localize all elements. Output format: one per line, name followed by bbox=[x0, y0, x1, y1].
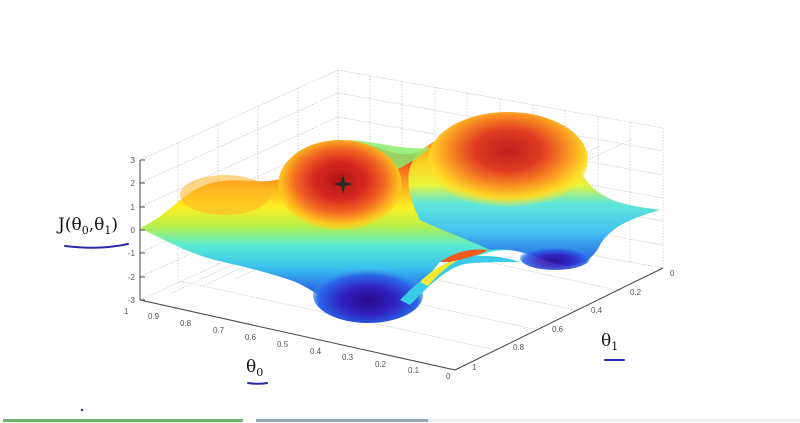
z-tick: 2 bbox=[131, 179, 136, 188]
pen-dot bbox=[80, 408, 84, 412]
theta0-tick: 0.8 bbox=[180, 319, 192, 328]
theta0-tick-labels: 1 0.9 0.8 0.7 0.6 0.5 0.4 0.3 0.2 0.1 0 bbox=[124, 307, 451, 381]
video-progress-remaining[interactable] bbox=[428, 419, 800, 422]
theta1-tick: 0.8 bbox=[513, 343, 525, 352]
z-tick: 1 bbox=[131, 203, 136, 212]
theta0-tick: 1 bbox=[124, 307, 129, 316]
z-tick-labels: 3 2 1 0 -1 -2 -3 bbox=[128, 156, 136, 305]
theta0-tick: 0.3 bbox=[342, 353, 354, 362]
theta1-tick: 0.2 bbox=[630, 288, 642, 297]
star-marker bbox=[333, 174, 353, 194]
theta0-tick: 0.9 bbox=[148, 312, 160, 321]
theta0-tick: 0.2 bbox=[375, 360, 387, 369]
theta1-tick: 0.6 bbox=[552, 325, 564, 334]
theta0-tick: 0.5 bbox=[277, 340, 289, 349]
cost-surface bbox=[140, 112, 660, 323]
video-progress-played[interactable] bbox=[3, 419, 243, 422]
theta0-tick: 0.1 bbox=[408, 366, 420, 375]
theta0-tick: 0.6 bbox=[245, 333, 257, 342]
theta0-tick: 0.4 bbox=[310, 347, 322, 356]
z-tick: -2 bbox=[128, 273, 136, 282]
z-axis-label: J(θ0,θ1) bbox=[56, 215, 118, 237]
theta0-axis-label: θ0 bbox=[246, 357, 263, 379]
theta1-axis-label: θ1 bbox=[601, 331, 618, 353]
z-tick: 0 bbox=[131, 226, 136, 235]
z-tick: -3 bbox=[128, 296, 136, 305]
theta1-tick-labels: 0 0.2 0.4 0.6 0.8 1 bbox=[472, 269, 675, 372]
z-tick: -1 bbox=[128, 249, 136, 258]
theta0-tick: 0 bbox=[446, 372, 451, 381]
theta0-underline bbox=[247, 382, 268, 385]
video-progress-buffered[interactable] bbox=[256, 419, 428, 422]
theta1-tick: 0.4 bbox=[591, 306, 603, 315]
z-tick: 3 bbox=[131, 156, 136, 165]
theta0-tick: 0.7 bbox=[213, 326, 225, 335]
z-label-underline bbox=[64, 243, 129, 249]
axes bbox=[139, 159, 664, 371]
theta1-tick: 1 bbox=[472, 363, 477, 372]
theta1-tick: 0 bbox=[670, 269, 675, 278]
